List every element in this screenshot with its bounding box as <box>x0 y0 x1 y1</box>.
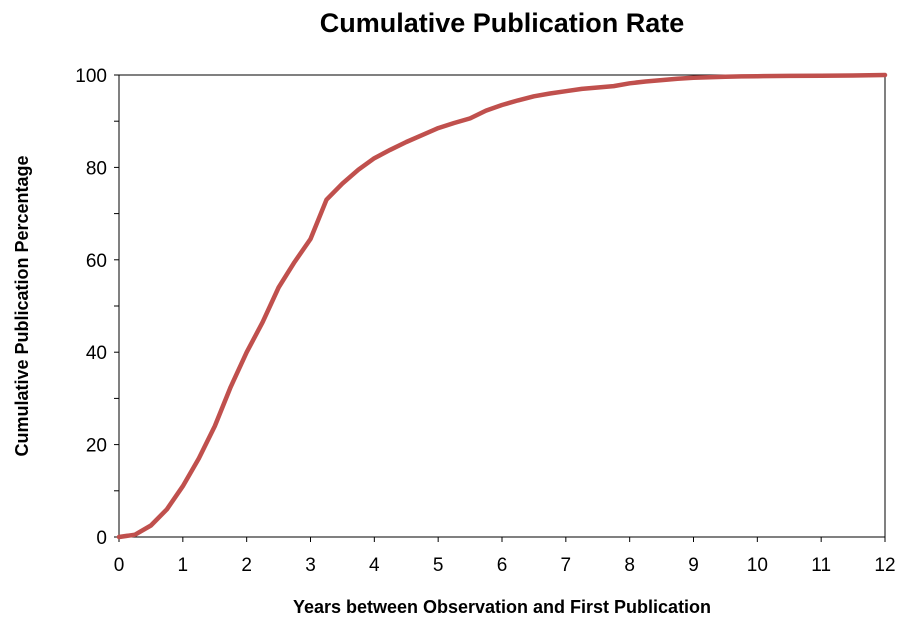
x-axis-label: Years between Observation and First Publ… <box>293 597 711 617</box>
x-axis-ticks: 0 1 2 3 4 5 6 7 8 9 10 11 12 <box>114 537 896 576</box>
x-tick-label: 6 <box>497 555 508 576</box>
x-tick-label: 7 <box>561 555 572 576</box>
y-tick-label: 20 <box>86 436 107 457</box>
y-axis-ticks: 0 20 40 60 80 100 <box>75 66 119 549</box>
x-tick-label: 0 <box>114 555 125 576</box>
plot-area <box>118 74 886 538</box>
x-tick-label: 10 <box>747 555 768 576</box>
y-tick-label: 40 <box>86 343 107 364</box>
series-line <box>116 72 888 540</box>
x-tick-label: 8 <box>624 555 635 576</box>
x-tick-label: 4 <box>369 555 380 576</box>
x-tick-label: 11 <box>811 555 831 576</box>
x-tick-label: 5 <box>433 555 444 576</box>
x-tick-label: 12 <box>874 555 895 576</box>
x-tick-label: 3 <box>305 555 316 576</box>
x-tick-label: 1 <box>178 555 189 576</box>
y-tick-label: 60 <box>86 251 107 272</box>
y-tick-label: 0 <box>96 528 107 549</box>
series-layer <box>116 72 888 540</box>
y-axis-label: Cumulative Publication Percentage <box>12 155 32 456</box>
x-tick-label: 9 <box>688 555 699 576</box>
chart-title: Cumulative Publication Rate <box>320 8 685 38</box>
y-tick-label: 80 <box>86 158 107 179</box>
x-tick-label: 2 <box>241 555 252 576</box>
y-tick-label: 100 <box>75 66 107 87</box>
